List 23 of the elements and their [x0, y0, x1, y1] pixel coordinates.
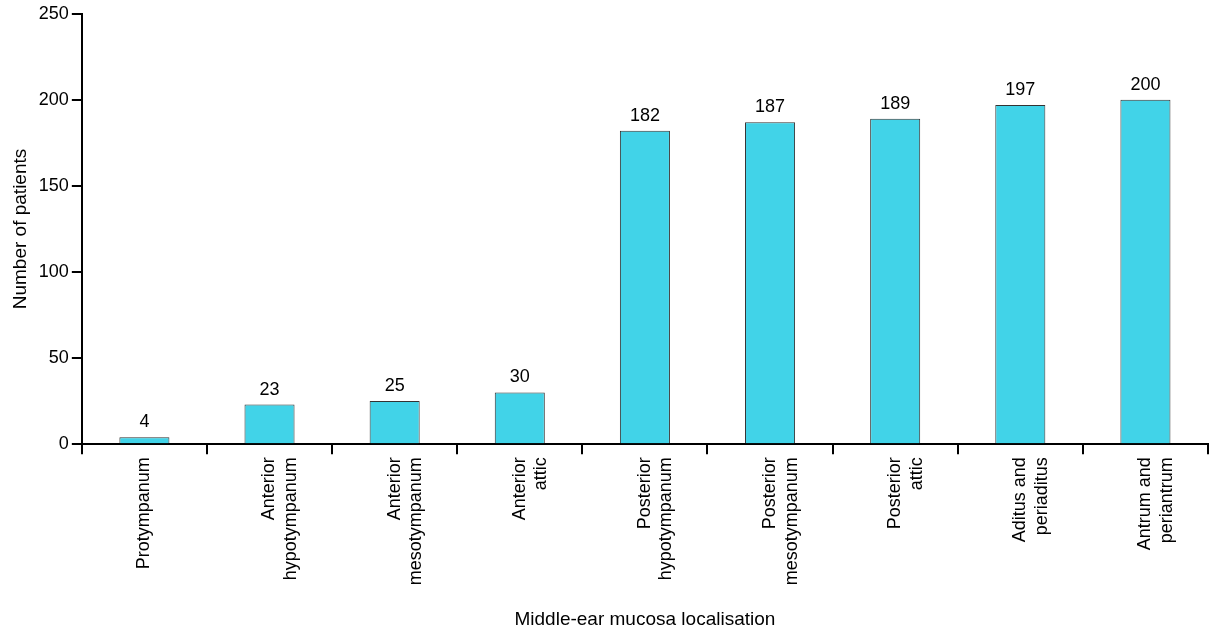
x-axis-title: Middle-ear mucosa localisation	[514, 607, 776, 629]
y-axis-title: Number of patients	[8, 148, 30, 310]
x-tick-label: Anterior attic	[508, 457, 551, 521]
y-tick-label: 200	[38, 88, 69, 109]
x-tick-label: Protympanum	[133, 457, 154, 570]
data-label: 182	[629, 104, 660, 125]
data-label: 30	[509, 366, 530, 387]
data-label: 197	[1005, 79, 1036, 99]
x-tick-label: Anterior hypotympanum	[258, 457, 301, 581]
x-tick-label: Aditus and periaditus	[1009, 457, 1051, 543]
data-label: 189	[880, 92, 911, 113]
y-tick-label: 250	[38, 2, 69, 23]
y-tick-label: 50	[48, 347, 69, 368]
y-tick-label: 0	[58, 433, 69, 454]
data-label: 25	[384, 375, 405, 396]
y-tick-label: 100	[38, 260, 69, 281]
data-label: 187	[755, 96, 786, 117]
x-tick-label: Antrum and periantrum	[1134, 457, 1176, 551]
data-label: 23	[259, 378, 280, 399]
y-tick-label: 150	[38, 174, 69, 195]
data-label: 4	[139, 411, 150, 432]
x-tick-label: Posterior attic	[884, 457, 926, 530]
data-label: 200	[1130, 73, 1161, 94]
